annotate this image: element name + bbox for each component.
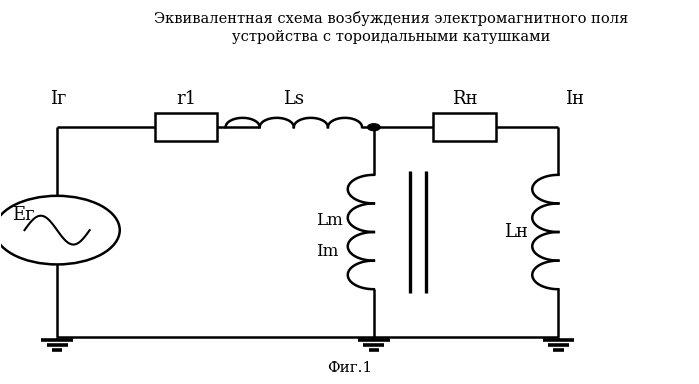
Text: Фиг.1: Фиг.1 — [327, 361, 372, 375]
Bar — [433, 113, 496, 141]
Text: Ls: Ls — [283, 90, 304, 108]
Text: Iн: Iн — [565, 90, 584, 108]
Circle shape — [368, 124, 380, 131]
Bar — [154, 113, 217, 141]
Text: устройства с тороидальными катушками: устройства с тороидальными катушками — [232, 30, 550, 44]
Text: r1: r1 — [176, 90, 196, 108]
Text: Lн: Lн — [505, 223, 528, 241]
Text: Iг: Iг — [50, 90, 66, 108]
Text: Rн: Rн — [452, 90, 477, 108]
Text: Eг: Eг — [12, 206, 34, 224]
Text: Im: Im — [317, 243, 339, 260]
Text: Эквивалентная схема возбуждения электромагнитного поля: Эквивалентная схема возбуждения электром… — [154, 11, 628, 26]
Text: Lm: Lm — [317, 212, 343, 229]
